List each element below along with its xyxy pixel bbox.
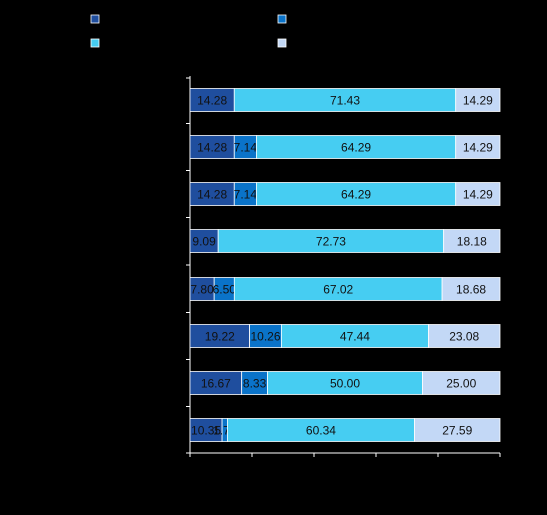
bar-value-label: 72.73 (316, 235, 346, 249)
bar-segment (455, 182, 501, 206)
legend-swatch-4 (277, 38, 287, 48)
bar-value-label: 67.02 (323, 283, 353, 297)
bar-value-label: 64.29 (341, 141, 371, 155)
bar-value-label: 50.00 (330, 377, 360, 391)
bar-value-label: 7.80 (190, 283, 214, 297)
bar-value-label: 14.29 (463, 94, 493, 108)
legend (90, 14, 287, 48)
bar-value-label: 14.28 (197, 188, 227, 202)
bar-value-label: 27.59 (442, 424, 472, 438)
bar-value-label: 71.43 (330, 94, 360, 108)
bar-value-label: 47.44 (340, 330, 370, 344)
bar-value-label: 7.14 (234, 141, 258, 155)
legend-swatch-2 (277, 14, 287, 24)
bar-segment (455, 88, 501, 112)
bar-segment (414, 418, 501, 442)
bar-value-label: 14.29 (463, 141, 493, 155)
bar-row-5: 7.806.50 67.02 18.68 (189, 277, 501, 301)
bar-row-2: 14.28 7.14 64.29 14.29 (189, 135, 501, 159)
bar-segment (422, 371, 501, 395)
bar-value-label: 60.34 (306, 424, 336, 438)
bar-value-label: 8.33 (243, 377, 267, 391)
legend-swatch-1 (90, 14, 100, 24)
bar-row-1: 14.28 71.43 14.29 (189, 88, 501, 112)
bar-value-label: 14.29 (463, 188, 493, 202)
bar-value-label: 10.35 (191, 424, 221, 438)
bar-value-label: 23.08 (449, 330, 479, 344)
bar-value-label: 25.00 (446, 377, 476, 391)
legend-swatch-3 (90, 38, 100, 48)
bar-segment (428, 324, 501, 348)
bar-value-label: 18.68 (456, 283, 486, 297)
bar-row-6: 19.22 10.26 47.44 23.08 (189, 324, 501, 348)
bar-value-label: 9.09 (192, 235, 216, 249)
bar-row-4: 9.09 72.73 18.18 (189, 229, 501, 253)
bars: 14.28 71.43 14.29 14.28 7.14 64.29 14.29 14.28 7… (189, 88, 501, 442)
bar-value-label: 14.28 (197, 94, 227, 108)
bar-row-3: 14.28 7.14 64.29 14.29 (189, 182, 501, 206)
axes (186, 76, 501, 457)
bar-value-label: 18.18 (457, 235, 487, 249)
bar-segment (441, 277, 501, 301)
bar-segment (443, 229, 501, 253)
bar-value-label: 6.50 (213, 283, 237, 297)
bar-row-7: 16.67 8.33 50.00 25.00 (189, 371, 501, 395)
bar-value-label: 14.28 (197, 141, 227, 155)
bar-segment (455, 135, 501, 159)
bar-value-label: 64.29 (341, 188, 371, 202)
bar-value-label: 19.22 (205, 330, 235, 344)
bar-row-8: 10.351.72 60.34 27.59 (189, 418, 501, 442)
bar-value-label: 16.67 (201, 377, 231, 391)
bar-value-label: 10.26 (250, 330, 280, 344)
bar-value-label: 7.14 (234, 188, 258, 202)
